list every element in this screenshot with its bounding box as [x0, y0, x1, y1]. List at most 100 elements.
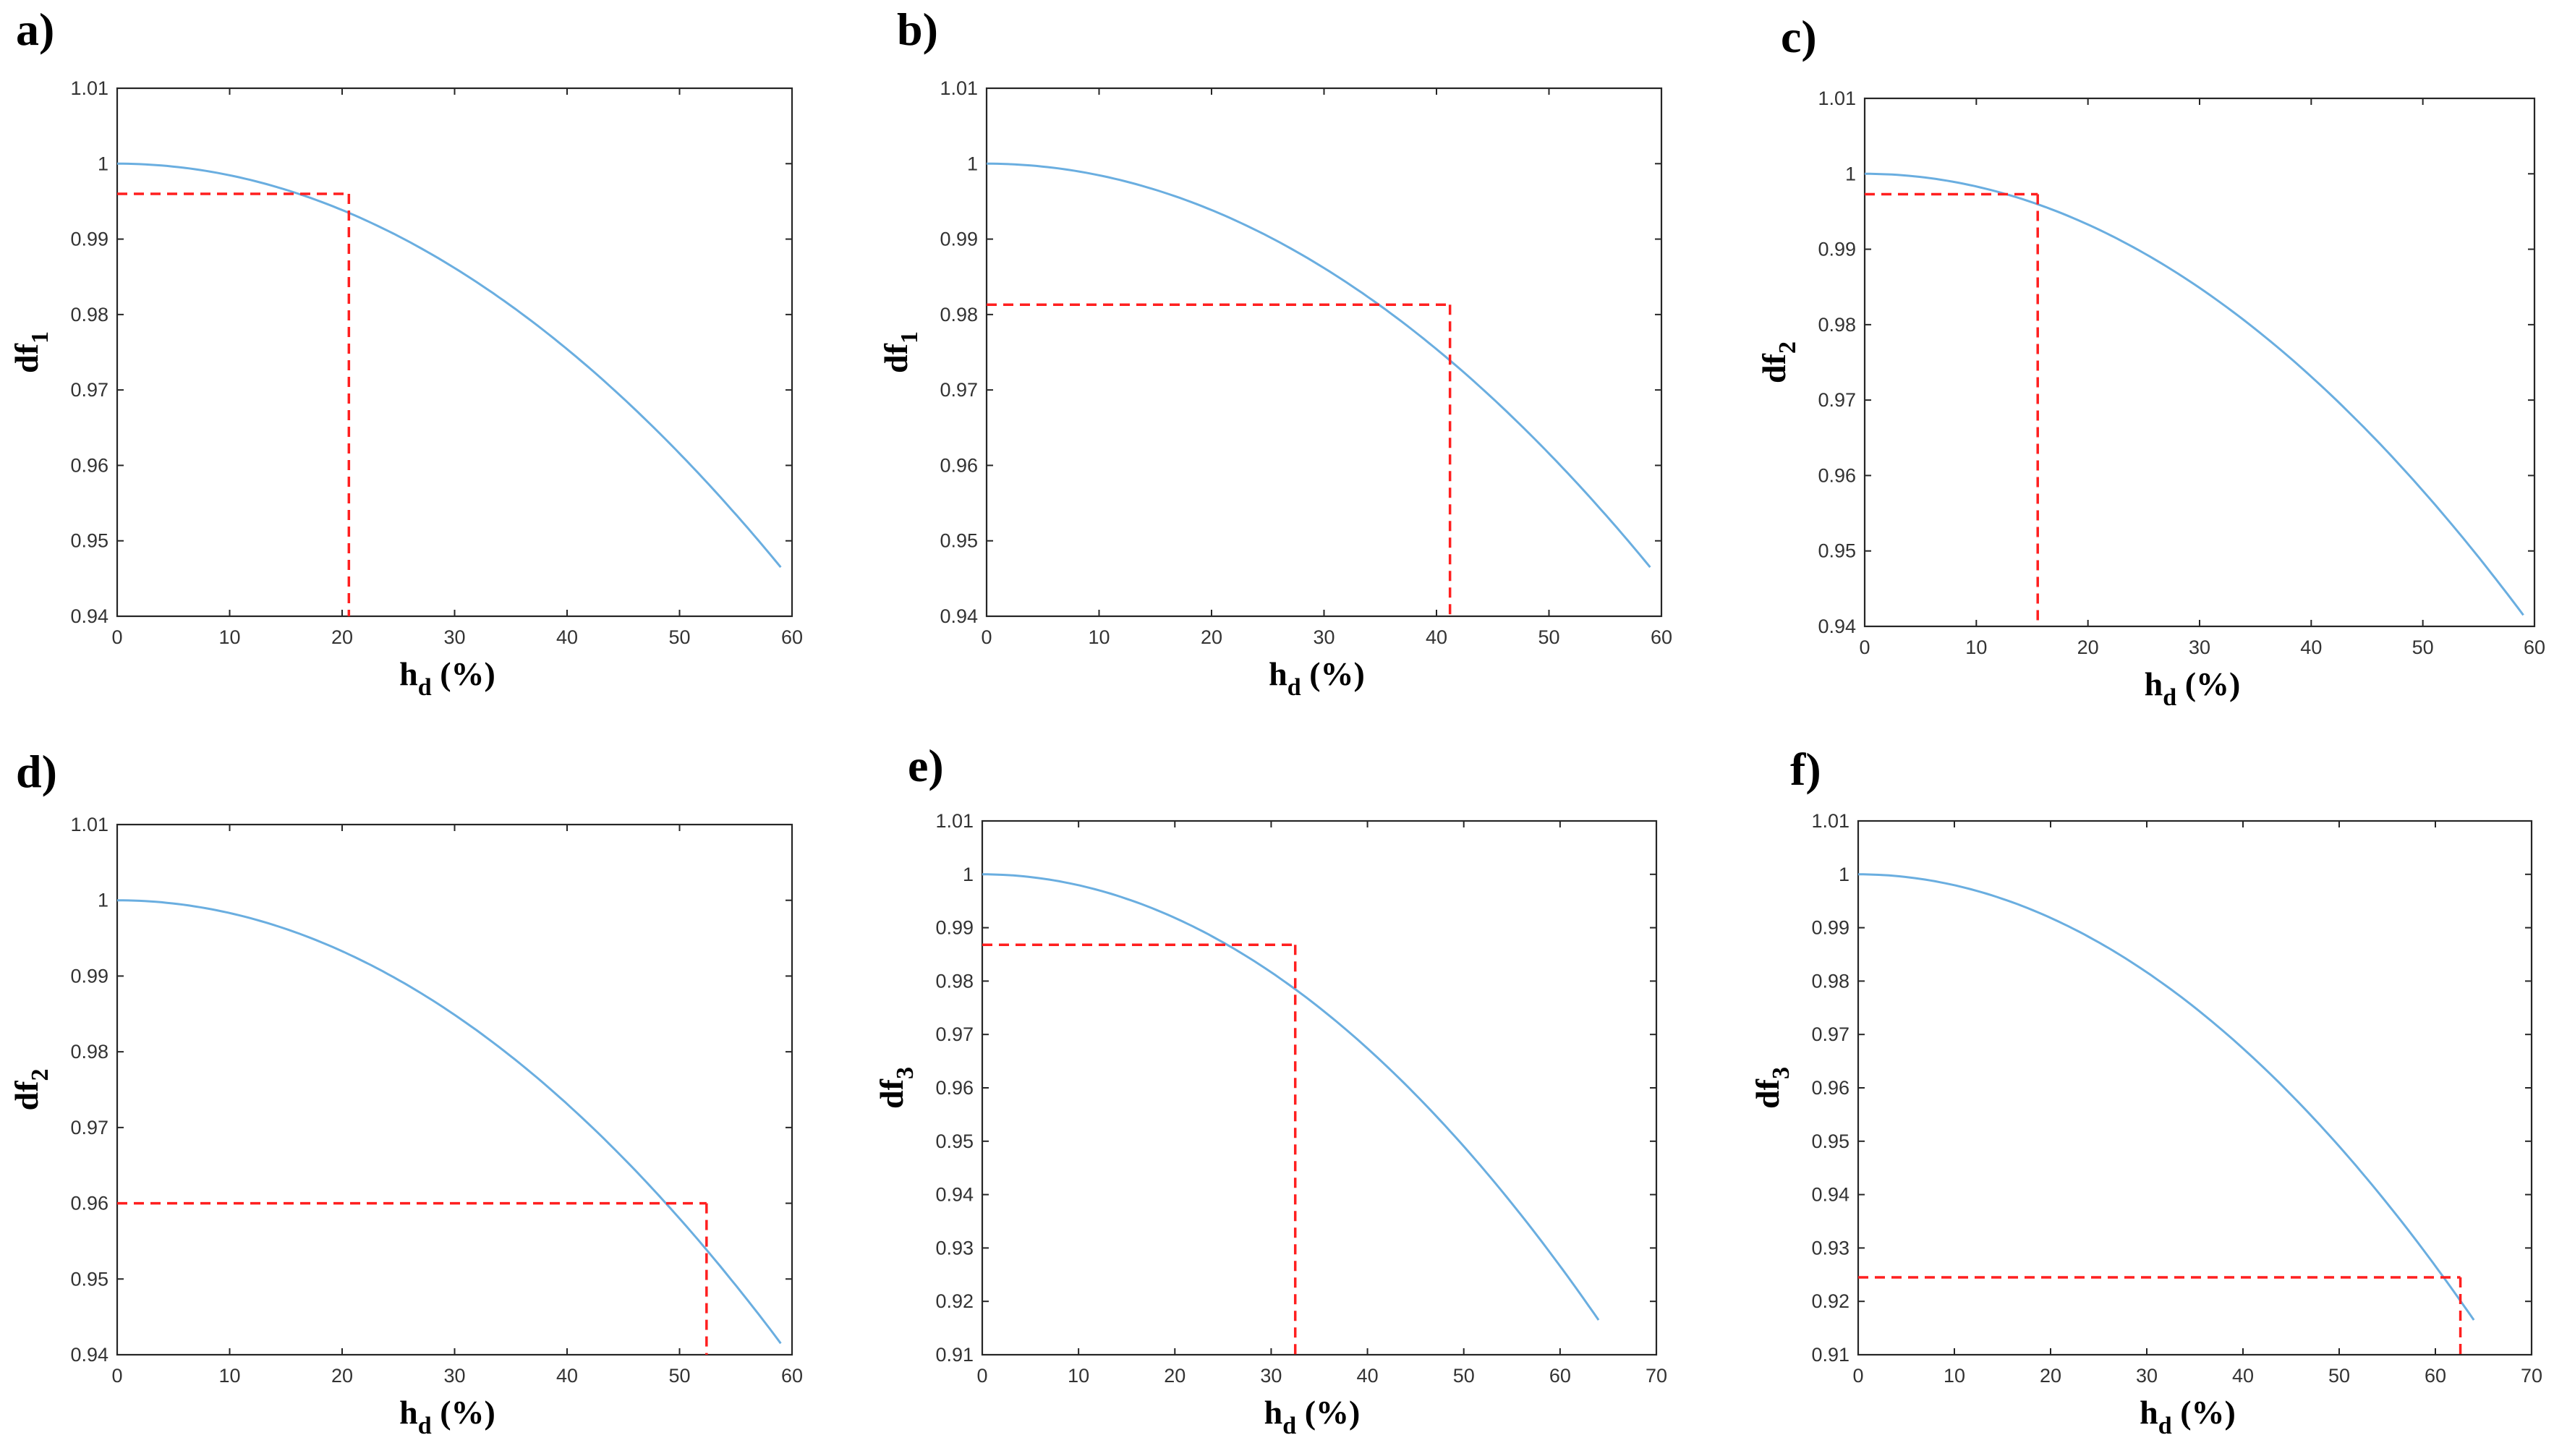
data-curve	[116, 899, 782, 1345]
y-tick-label: 0.97	[935, 1023, 974, 1045]
y-tick-label: 1.01	[1818, 88, 1856, 109]
x-tick-label: 30	[1260, 1365, 1282, 1387]
x-tick-label: 50	[1453, 1365, 1475, 1387]
data-curve	[1858, 873, 2475, 1321]
y-axis-label: df2	[8, 1069, 54, 1111]
panel-letter: f)	[1790, 744, 1821, 795]
y-tick-label: 0.98	[940, 304, 978, 325]
x-tick-label: 20	[331, 626, 353, 648]
y-tick-label: 0.94	[70, 1344, 108, 1366]
y-tick-label: 0.95	[1818, 540, 1856, 562]
y-tick-label: 0.97	[1811, 1023, 1849, 1045]
x-axis-label: hd (%)	[1269, 655, 1365, 701]
x-tick-label: 10	[1965, 637, 1987, 658]
chart-panel-f: f) 0 10 20 30 40 50 60 70 0.91 0.92 0.93 0.94 0.95 0.9…	[1749, 744, 2542, 1439]
x-tick-label: 30	[2189, 637, 2210, 658]
y-tick-label: 0.96	[70, 454, 108, 476]
plot-frame	[985, 87, 1663, 618]
x-tick-label: 50	[1538, 626, 1559, 648]
x-tick-label: 10	[218, 1365, 240, 1387]
y-axis-label-main: df	[8, 1081, 45, 1111]
y-tick-label: 0.99	[935, 917, 974, 939]
x-tick-label: 20	[1164, 1365, 1186, 1387]
x-tick-label: 30	[1313, 626, 1335, 648]
x-tick-label: 0	[1852, 1365, 1863, 1387]
x-tick-label: 10	[1068, 1365, 1089, 1387]
y-tick-label: 1.01	[940, 77, 978, 99]
x-axis-label-sub: d	[2158, 1413, 2172, 1439]
chart-panel-b: b) 0 10 20 30 40 50 60 0.94 0.95 0.96 0.97 0.98 0.99 1…	[877, 4, 1672, 701]
chart-panel-a: a) 0 10 20 30 40 50 60 0.94 0.95 0.96 0.97 0.98 0.99 1…	[8, 4, 803, 701]
y-axis-label-main: df	[1755, 353, 1792, 383]
x-tick-label: 10	[1088, 626, 1110, 648]
y-tick-label: 1.01	[1811, 810, 1849, 832]
panel-letter: e)	[908, 740, 944, 791]
y-tick-label: 0.96	[935, 1077, 974, 1099]
y-axis-label: df1	[877, 331, 923, 373]
plot-frame	[1863, 97, 2536, 628]
panel-letter: a)	[16, 4, 54, 55]
x-tick-label: 0	[976, 1365, 987, 1387]
x-tick-label: 60	[1651, 626, 1672, 648]
x-axis-label-sub: d	[418, 674, 432, 701]
x-tick-label: 0	[1859, 637, 1870, 658]
y-tick-label: 0.97	[70, 379, 108, 401]
y-tick-label: 0.97	[70, 1117, 108, 1138]
x-tick-label: 40	[556, 1365, 578, 1387]
x-axis-label-sub: d	[2163, 684, 2176, 711]
x-tick-label: 40	[1357, 1365, 1379, 1387]
x-axis-label-main: h	[2140, 1394, 2158, 1431]
y-tick-label: 1	[1845, 163, 1856, 184]
x-tick-label: 40	[1426, 626, 1447, 648]
y-tick-label: 0.98	[935, 970, 974, 992]
x-axis-label-sub: d	[1287, 674, 1301, 701]
y-axis-label-main: df	[873, 1078, 910, 1109]
x-tick-label: 70	[2521, 1365, 2542, 1387]
y-axis-label: df3	[1749, 1067, 1795, 1109]
y-axis-label-main: df	[877, 343, 914, 373]
y-axis-label-sub: 1	[896, 331, 923, 344]
y-tick-label: 0.94	[70, 605, 108, 627]
y-tick-label: 0.94	[1818, 616, 1856, 637]
x-tick-label: 20	[1201, 626, 1222, 648]
y-tick-label: 0.92	[1811, 1290, 1849, 1312]
x-axis-label-suffix: (%)	[1296, 1394, 1360, 1431]
plot-frame	[1857, 819, 2533, 1356]
y-tick-label: 1.01	[70, 814, 108, 835]
x-tick-label: 30	[2136, 1365, 2158, 1387]
x-axis-label: hd (%)	[2145, 665, 2241, 711]
y-axis-label-sub: 2	[27, 1069, 54, 1081]
y-tick-label: 1.01	[70, 77, 108, 99]
x-axis-label-suffix: (%)	[1301, 655, 1365, 692]
y-tick-label: 0.99	[1811, 917, 1849, 939]
y-tick-label: 1	[963, 864, 974, 885]
x-tick-label: 60	[781, 626, 803, 648]
x-axis-label: hd (%)	[2140, 1394, 2236, 1439]
x-tick-label: 40	[556, 626, 578, 648]
plot-frame	[981, 819, 1658, 1356]
x-tick-label: 60	[781, 1365, 803, 1387]
y-tick-label: 0.96	[940, 454, 978, 476]
x-axis-label-suffix: (%)	[2172, 1394, 2236, 1431]
y-tick-label: 0.96	[70, 1193, 108, 1214]
y-axis-label-sub: 3	[892, 1067, 919, 1079]
y-tick-label: 0.95	[940, 530, 978, 552]
x-axis-label-main: h	[1269, 655, 1287, 692]
y-tick-label: 0.99	[70, 965, 108, 987]
x-tick-label: 60	[1549, 1365, 1571, 1387]
y-tick-label: 1	[967, 153, 978, 174]
y-axis-label-sub: 2	[1774, 341, 1801, 354]
y-tick-label: 0.94	[1811, 1184, 1849, 1206]
y-axis-label-main: df	[8, 343, 45, 373]
x-tick-label: 0	[111, 626, 122, 648]
x-tick-label: 50	[668, 1365, 690, 1387]
x-axis-label-sub: d	[418, 1413, 432, 1439]
chart-panel-c: c) 0 10 20 30 40 50 60 0.94 0.95 0.96 0.97 0.98 0.99 1…	[1755, 11, 2545, 711]
y-tick-label: 0.99	[940, 229, 978, 250]
x-axis-label-main: h	[399, 655, 418, 692]
data-curve	[987, 162, 1651, 569]
y-tick-label: 1	[1839, 864, 1849, 885]
x-axis-label-main: h	[2145, 665, 2163, 702]
y-tick-label: 0.98	[1811, 970, 1849, 992]
